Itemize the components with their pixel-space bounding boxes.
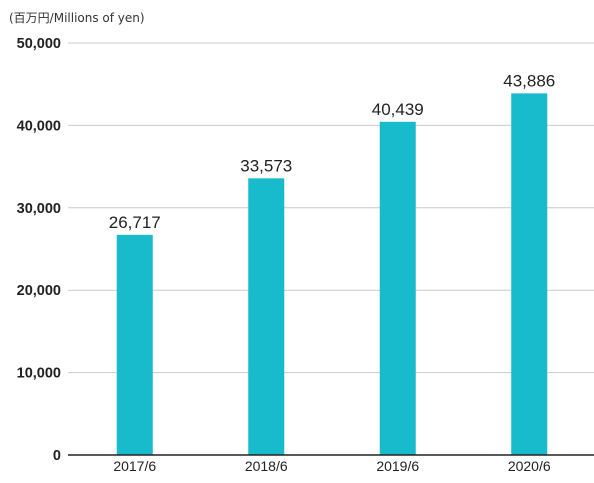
y-tick-label: 10,000 [17,366,61,382]
y-tick-label: 20,000 [17,283,61,299]
y-tick-label: 0 [53,448,61,464]
bars [116,93,548,456]
y-axis-ticks: 0 10,000 20,000 30,000 40,000 50,000 [17,36,61,464]
y-tick-label: 30,000 [17,201,61,217]
bar [248,178,285,456]
data-label: 26,717 [109,213,161,232]
data-labels: 26,717 33,573 40,439 43,886 [109,71,556,231]
x-axis-ticks: 2017/6 2018/6 2019/6 2020/6 [113,458,551,474]
bar [379,121,416,455]
grid-lines [68,42,594,374]
x-tick-label: 2019/6 [376,458,419,474]
bar [511,93,548,455]
y-tick-label: 50,000 [17,36,61,52]
data-label: 40,439 [372,100,424,119]
x-tick-label: 2017/6 [113,458,156,474]
y-tick-label: 40,000 [17,118,61,134]
data-label: 33,573 [240,156,292,175]
data-label: 43,886 [503,71,555,90]
y-unit-label: (百万円/Millions of yen) [9,11,145,25]
bar [116,234,153,455]
x-tick-label: 2018/6 [245,458,288,474]
x-tick-label: 2020/6 [508,458,551,474]
